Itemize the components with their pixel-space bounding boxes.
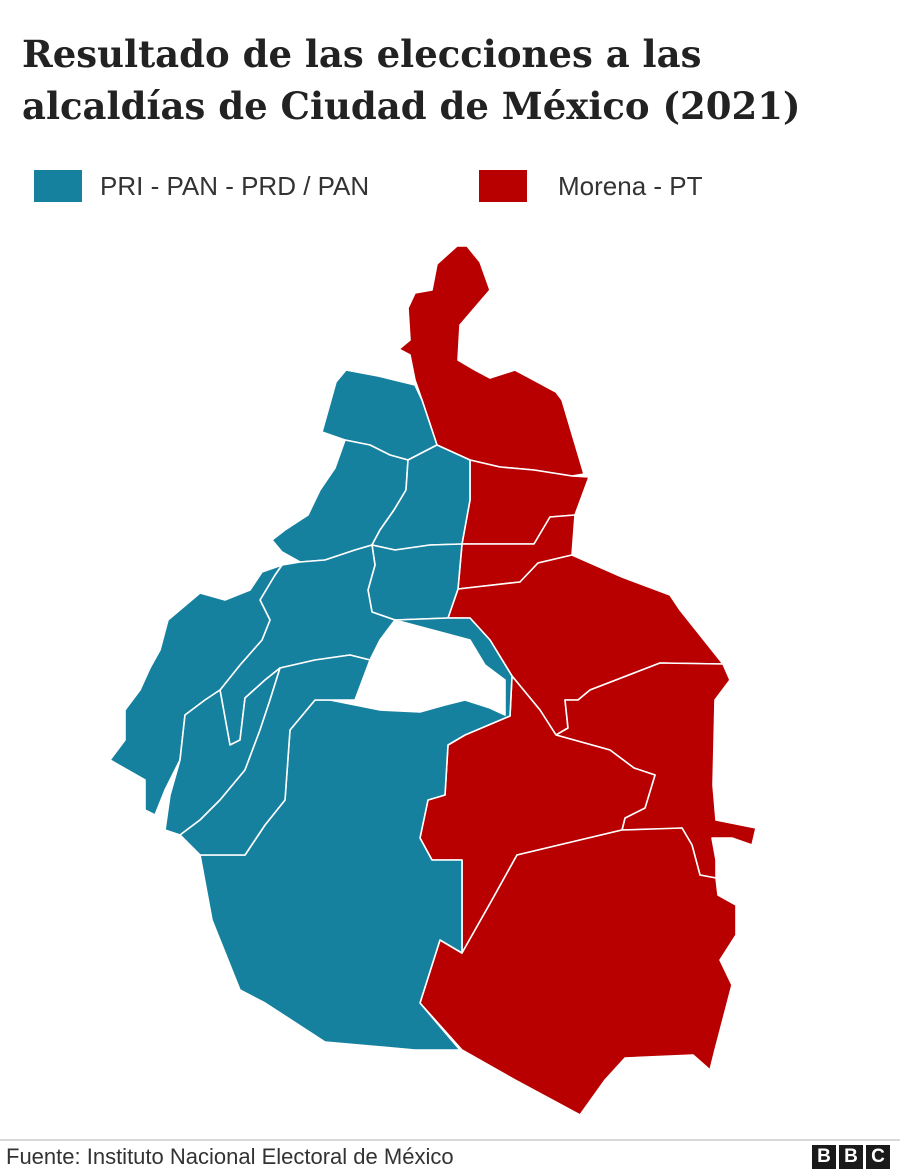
footer-divider: [0, 1139, 900, 1141]
cdmx-alcaldias-map: [109, 245, 757, 1116]
bbc-logo-letter: B: [812, 1145, 836, 1169]
legend-label-morena-pt: Morena - PT: [558, 170, 703, 201]
legend-label-pri-pan-prd: PRI - PAN - PRD / PAN: [100, 170, 370, 201]
legend-item-pri-pan-prd: PRI - PAN - PRD / PAN: [34, 170, 369, 202]
bbc-logo-letter: B: [839, 1145, 863, 1169]
chart-title: Resultado de las elecciones a las alcald…: [22, 32, 801, 128]
legend-swatch-red: [479, 170, 527, 202]
region-tlalpan-west: [179, 654, 371, 856]
bbc-logo: B B C: [812, 1145, 890, 1169]
bbc-logo-letter: C: [866, 1145, 890, 1169]
source-note: Fuente: Instituto Nacional Electoral de …: [6, 1144, 454, 1169]
legend-item-morena-pt: Morena - PT: [479, 170, 703, 202]
region-coyoacan: [199, 617, 513, 1051]
region-benito-juarez: [367, 543, 463, 621]
legend-swatch-blue: [34, 170, 82, 202]
legend: PRI - PAN - PRD / PAN Morena - PT: [0, 170, 900, 206]
